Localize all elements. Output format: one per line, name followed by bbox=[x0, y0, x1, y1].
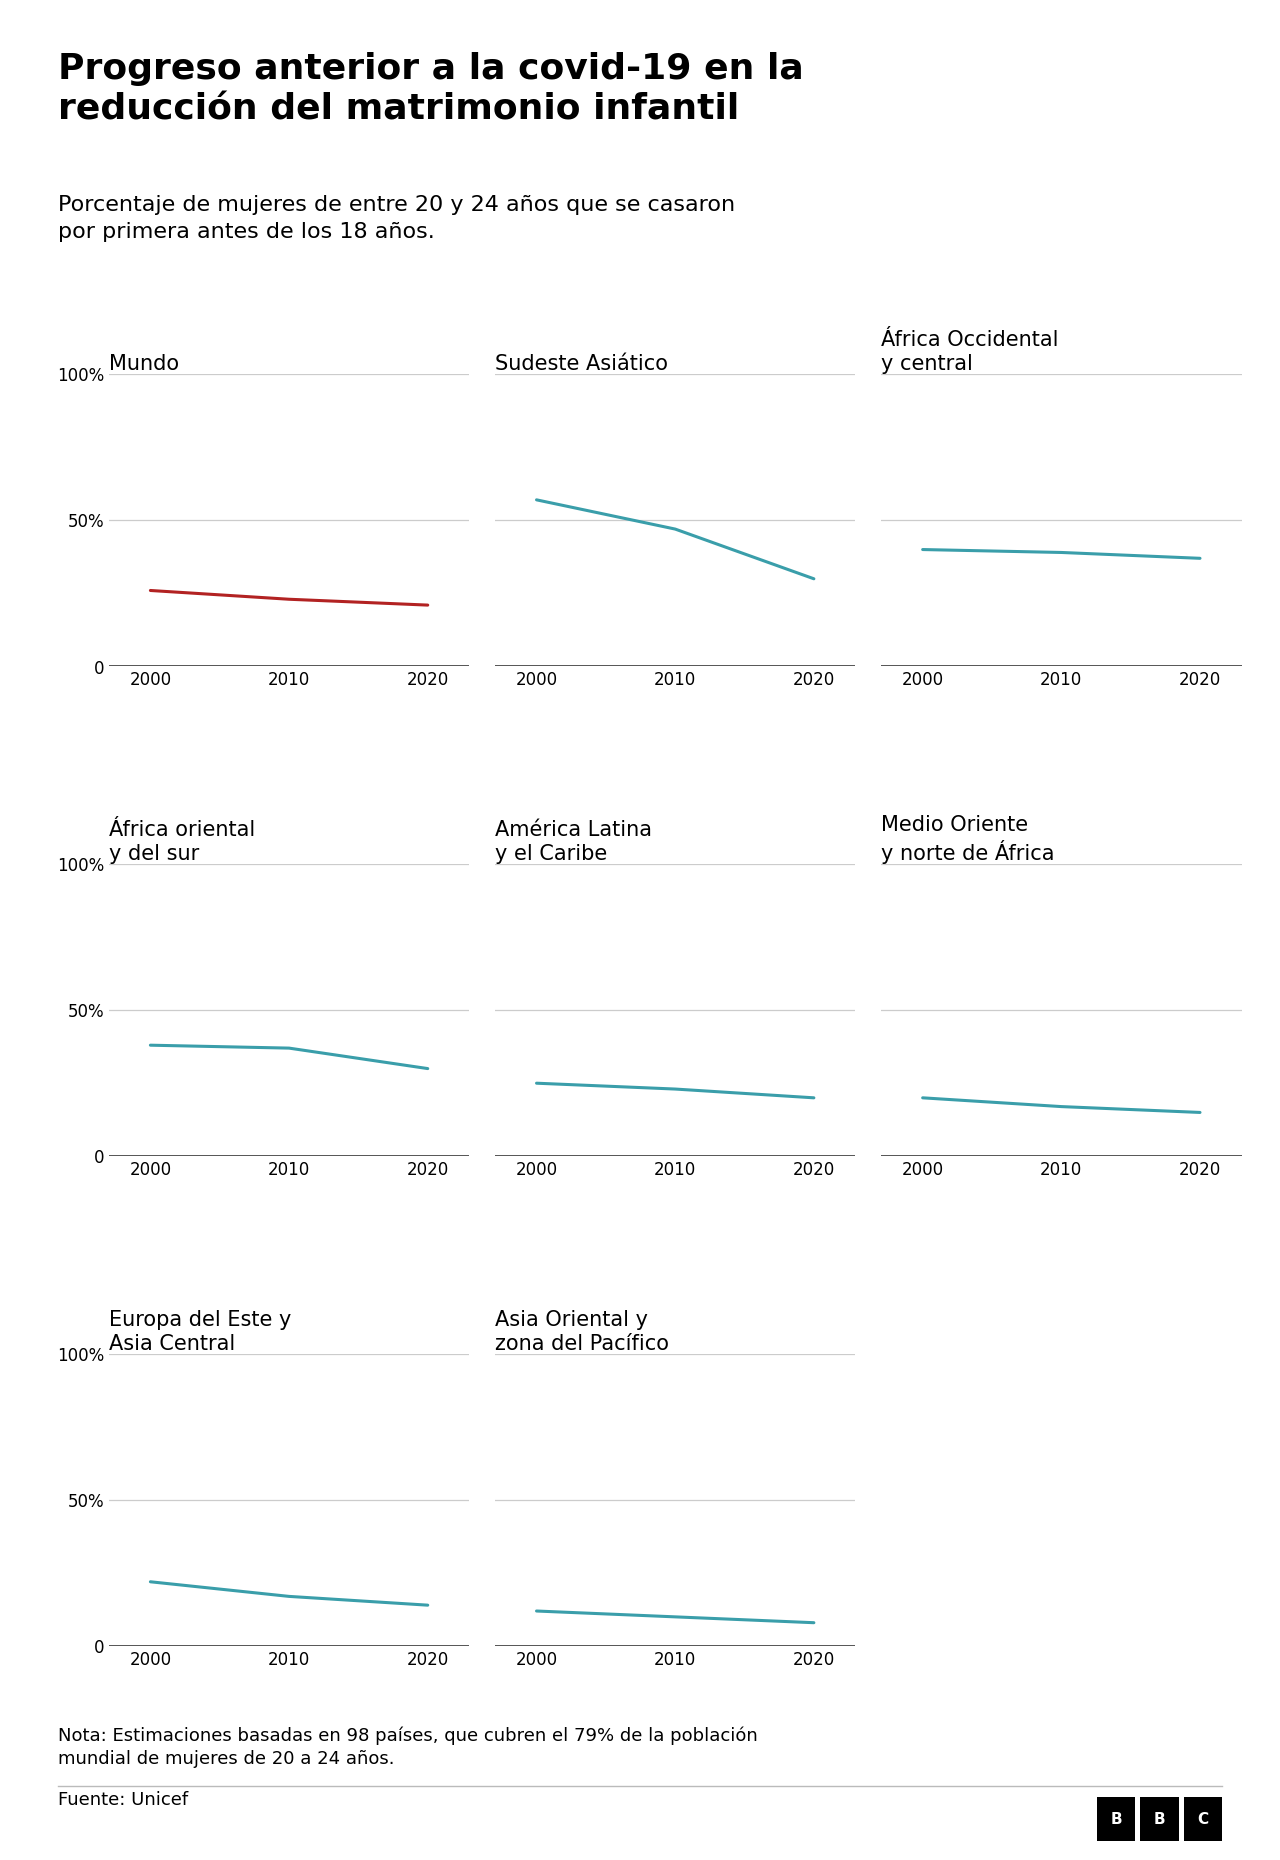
Text: Medio Oriente
y norte de África: Medio Oriente y norte de África bbox=[881, 815, 1055, 863]
Text: Europa del Este y
Asia Central: Europa del Este y Asia Central bbox=[109, 1309, 291, 1354]
Text: B: B bbox=[1110, 1812, 1123, 1827]
Text: Mundo: Mundo bbox=[109, 353, 179, 374]
Text: B: B bbox=[1153, 1812, 1166, 1827]
Text: Porcentaje de mujeres de entre 20 y 24 años que se casaron
por primera antes de : Porcentaje de mujeres de entre 20 y 24 a… bbox=[58, 195, 735, 242]
Text: Progreso anterior a la covid-19 en la
reducción del matrimonio infantil: Progreso anterior a la covid-19 en la re… bbox=[58, 52, 804, 126]
Text: África Occidental
y central: África Occidental y central bbox=[881, 329, 1059, 374]
Text: C: C bbox=[1198, 1812, 1208, 1827]
Text: Asia Oriental y
zona del Pacífico: Asia Oriental y zona del Pacífico bbox=[495, 1309, 669, 1354]
Text: Nota: Estimaciones basadas en 98 países, que cubren el 79% de la población
mundi: Nota: Estimaciones basadas en 98 países,… bbox=[58, 1726, 758, 1769]
Text: Fuente: Unicef: Fuente: Unicef bbox=[58, 1791, 188, 1810]
Text: Sudeste Asiático: Sudeste Asiático bbox=[495, 353, 668, 374]
Text: África oriental
y del sur: África oriental y del sur bbox=[109, 820, 255, 863]
Text: América Latina
y el Caribe: América Latina y el Caribe bbox=[495, 820, 652, 863]
